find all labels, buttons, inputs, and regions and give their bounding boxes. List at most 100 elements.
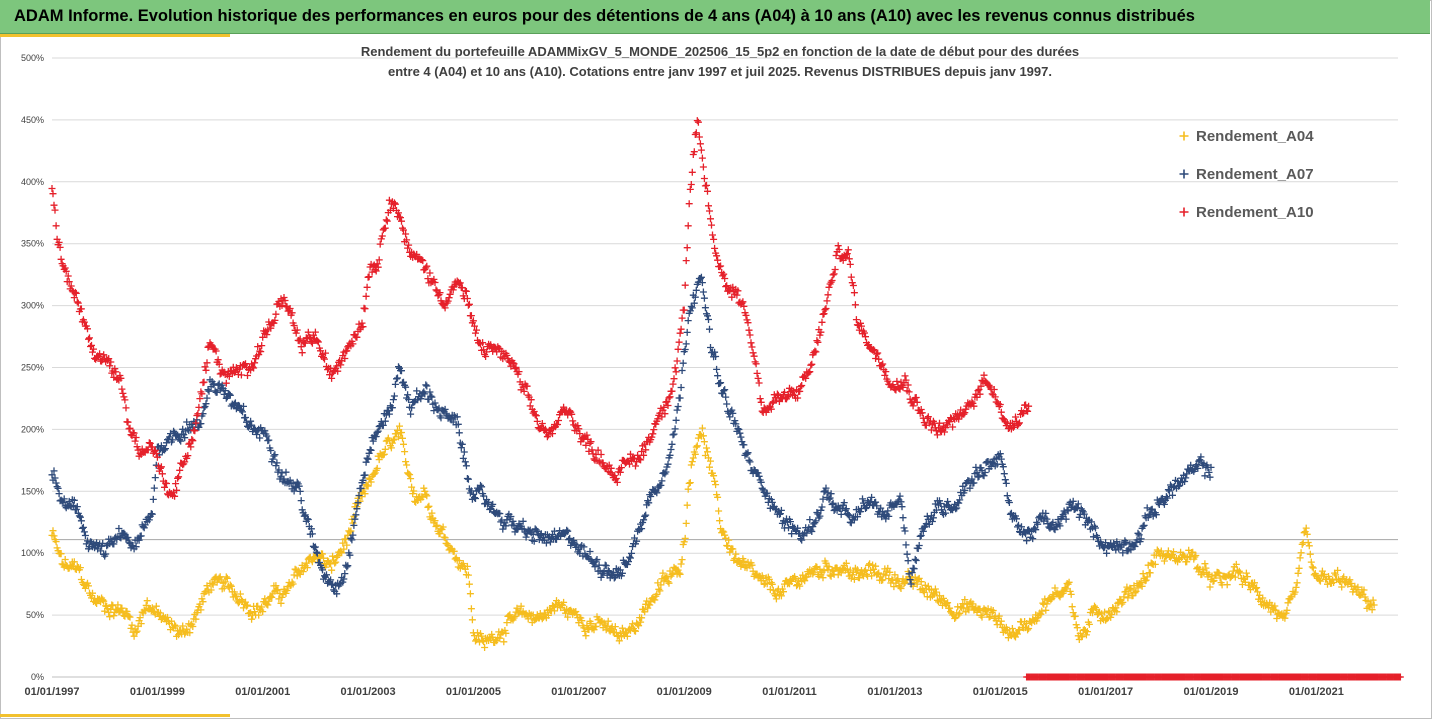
data-point-rendement_a04 — [729, 545, 737, 553]
data-point-rendement_a04 — [1142, 576, 1150, 584]
data-point-rendement_a10 — [515, 368, 523, 376]
data-point-rendement_a04 — [696, 431, 704, 439]
data-point-rendement_a04 — [230, 588, 238, 596]
data-point-rendement_a07 — [746, 458, 754, 466]
data-point-rendement_a04 — [99, 596, 107, 604]
data-point-rendement_a07 — [1201, 472, 1209, 480]
data-point-rendement_a10 — [193, 412, 201, 419]
data-point-rendement_a10 — [996, 401, 1004, 408]
data-point-rendement_a07 — [1127, 546, 1135, 554]
data-point-rendement_a10 — [583, 431, 591, 439]
data-point-rendement_a04 — [1112, 604, 1120, 612]
data-point-rendement_a10 — [132, 434, 140, 441]
data-point-rendement_a04 — [772, 595, 780, 603]
data-point-rendement_a04 — [1332, 571, 1340, 579]
y-tick-label: 100% — [21, 548, 44, 558]
data-point-rendement_a07 — [313, 549, 321, 557]
data-point-rendement_a07 — [296, 487, 304, 495]
data-point-rendement_a04 — [517, 602, 525, 610]
data-point-rendement_a04 — [272, 582, 280, 590]
data-point-rendement_a07 — [427, 392, 435, 400]
data-point-rendement_a04 — [328, 566, 336, 574]
data-point-rendement_a07 — [627, 554, 634, 562]
data-point-rendement_a07 — [1170, 483, 1177, 491]
data-point-rendement_a10 — [321, 355, 328, 363]
data-point-rendement_a07 — [99, 539, 107, 547]
data-point-rendement_a07 — [704, 312, 711, 320]
data-point-rendement_a07 — [902, 541, 910, 549]
data-point-rendement_a07 — [135, 536, 143, 544]
data-point-rendement_a07 — [205, 387, 213, 395]
data-point-rendement_a07 — [721, 386, 729, 394]
data-point-rendement_a04 — [156, 609, 164, 617]
data-point-rendement_a04 — [1304, 539, 1312, 546]
data-point-rendement_a07 — [652, 487, 660, 495]
data-point-rendement_a07 — [120, 529, 128, 537]
data-point-rendement_a10 — [1024, 407, 1032, 415]
data-point-rendement_a07 — [937, 500, 944, 507]
data-point-rendement_a04 — [1143, 573, 1151, 581]
data-point-rendement_a07 — [413, 387, 421, 395]
data-point-rendement_a10 — [203, 359, 211, 367]
data-point-rendement_a04 — [213, 578, 221, 586]
data-point-rendement_a07 — [460, 448, 468, 456]
data-point-rendement_a04 — [978, 613, 986, 621]
x-tick-label: 01/01/2005 — [446, 686, 501, 698]
data-point-rendement_a07 — [110, 540, 118, 548]
data-point-rendement_a04 — [450, 547, 458, 555]
data-point-rendement_a07 — [263, 432, 271, 440]
data-point-rendement_a07 — [230, 400, 238, 408]
data-point-rendement_a10 — [755, 379, 763, 387]
data-point-rendement_a04 — [361, 490, 369, 498]
data-point-rendement_a07 — [507, 513, 515, 520]
data-point-rendement_a07 — [828, 501, 836, 508]
data-point-rendement_a10 — [895, 384, 903, 392]
data-point-rendement_a10 — [717, 262, 725, 270]
data-point-rendement_a10 — [402, 230, 410, 238]
x-tick-label: 01/01/2015 — [973, 686, 1028, 698]
data-point-rendement_a07 — [740, 441, 748, 449]
data-point-rendement_a10 — [957, 406, 965, 414]
data-point-rendement_a04 — [1137, 579, 1145, 586]
data-point-rendement_a07 — [55, 490, 63, 498]
data-point-rendement_a07 — [471, 494, 478, 502]
data-point-rendement_a07 — [323, 571, 330, 579]
data-point-rendement_a07 — [862, 505, 869, 512]
data-point-rendement_a07 — [247, 417, 255, 425]
data-point-rendement_a07 — [542, 539, 550, 547]
data-point-rendement_a04 — [441, 534, 449, 542]
data-point-rendement_a04 — [1320, 570, 1328, 578]
data-point-rendement_a04 — [1242, 569, 1250, 577]
data-point-rendement_a10 — [70, 294, 78, 302]
data-point-rendement_a07 — [658, 477, 666, 485]
data-point-rendement_a10 — [875, 355, 883, 363]
data-point-rendement_a04 — [897, 585, 905, 592]
data-point-rendement_a10 — [464, 301, 472, 309]
data-point-rendement_a07 — [457, 444, 465, 452]
data-point-rendement_a07 — [897, 498, 905, 506]
data-point-rendement_a07 — [679, 359, 687, 367]
data-point-rendement_a04 — [891, 571, 899, 579]
data-point-rendement_a04 — [578, 617, 586, 625]
data-point-rendement_a04 — [343, 541, 351, 549]
data-point-rendement_a07 — [777, 506, 785, 514]
data-point-rendement_a07 — [720, 387, 728, 395]
data-point-rendement_a07 — [872, 498, 880, 506]
data-point-rendement_a07 — [339, 578, 347, 586]
data-point-rendement_a04 — [551, 607, 558, 615]
data-point-rendement_a10 — [373, 260, 381, 268]
data-point-rendement_a07 — [1153, 496, 1161, 504]
data-point-rendement_a07 — [744, 449, 752, 457]
data-point-rendement_a10 — [672, 368, 680, 376]
data-point-rendement_a10 — [385, 196, 393, 204]
data-point-rendement_a10 — [77, 305, 85, 313]
data-point-rendement_a04 — [623, 632, 631, 640]
data-point-rendement_a10 — [670, 375, 678, 383]
data-point-rendement_a04 — [277, 599, 285, 607]
data-point-rendement_a04 — [637, 618, 645, 626]
data-point-rendement_a04 — [748, 561, 756, 569]
data-point-rendement_a07 — [797, 535, 805, 543]
data-point-rendement_a04 — [208, 579, 216, 587]
data-point-rendement_a04 — [186, 629, 194, 637]
data-point-rendement_a07 — [390, 392, 398, 400]
